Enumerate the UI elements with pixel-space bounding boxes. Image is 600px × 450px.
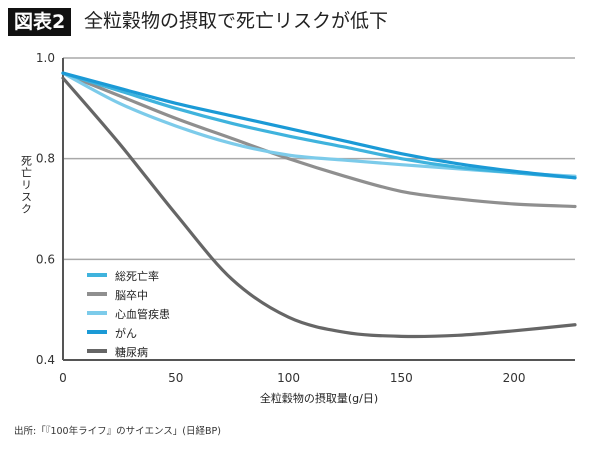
legend-label: 糖尿病 [115,345,148,359]
series-line [61,71,577,180]
x-axis-label: 全粒穀物の摂取量(g/日) [260,391,378,405]
series-line [61,71,577,180]
y-tick-label: 0.4 [36,353,55,367]
x-tick-label: 0 [59,371,67,385]
legend-label: 脳卒中 [115,288,148,302]
y-tick-label: 0.6 [36,252,55,266]
series-line [61,71,577,209]
legend-label: がん [115,326,137,340]
figure-badge: 図表2 [8,8,72,36]
y-axis-label: 死亡リスク [20,155,33,215]
x-tick-label: 100 [277,371,300,385]
series-line [61,76,577,339]
series-line [61,71,577,178]
legend-label: 総死亡率 [115,269,159,283]
legend-label: 心血管疾患 [115,307,170,321]
x-tick-label: 150 [390,371,413,385]
source-note: 出所:「『100年ライフ』のサイエンス」(日経BP) [14,426,221,437]
x-tick-label: 200 [503,371,526,385]
chart-title: 全粒穀物の摂取で死亡リスクが低下 [84,10,389,32]
y-tick-label: 1.0 [36,51,55,65]
y-tick-label: 0.8 [36,152,55,166]
x-tick-label: 50 [168,371,183,385]
